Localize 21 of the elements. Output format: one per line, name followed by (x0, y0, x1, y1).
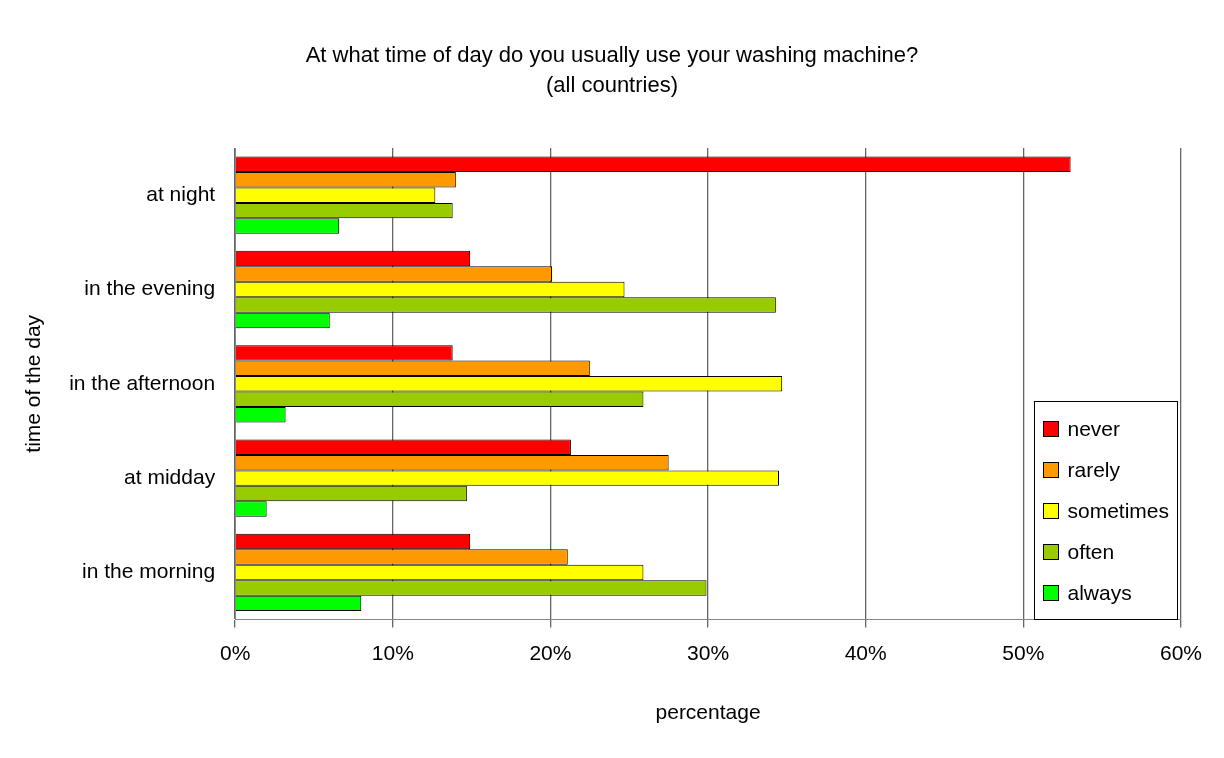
chart-subtitle: (all countries) (544, 71, 679, 99)
x-tick-label: 30% (687, 641, 730, 664)
legend-label: never (1067, 416, 1120, 441)
x-tick-label: 0% (219, 641, 251, 664)
chart-title: At what time of day do you usually use your washing machine? (304, 41, 920, 69)
x-tick-label: 40% (844, 641, 887, 664)
x-tick-label: 50% (1002, 641, 1045, 664)
legend-label: sometimes (1067, 498, 1169, 523)
y-tick-label: at night (146, 181, 216, 205)
x-axis-title: percentage (655, 700, 761, 724)
x-tick-label: 60% (1159, 641, 1202, 664)
x-tick-label: 10% (371, 641, 414, 664)
y-tick-label: in the afternoon (69, 370, 216, 394)
y-axis-title: time of the day (21, 314, 45, 453)
y-tick-label: in the morning (82, 559, 216, 583)
x-tick-label: 20% (529, 641, 572, 664)
legend-label: often (1067, 539, 1115, 564)
y-tick-label: at midday (124, 464, 216, 488)
y-tick-label: in the evening (84, 276, 216, 300)
legend-label: always (1067, 580, 1132, 605)
legend-label: rarely (1067, 457, 1120, 482)
